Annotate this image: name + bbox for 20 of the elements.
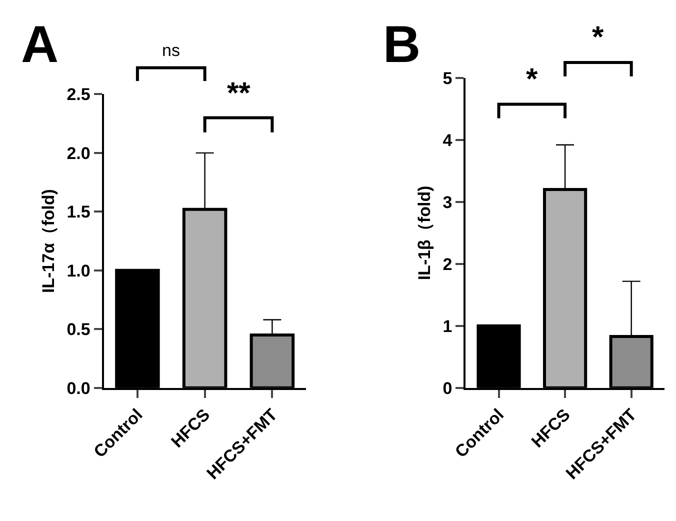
- annotation: *: [526, 63, 538, 96]
- text: ns: [162, 41, 180, 60]
- chart-title: B: [383, 16, 421, 74]
- y-tick-label: 0: [442, 378, 452, 398]
- y-axis-title: IL-17α（fold): [38, 189, 58, 294]
- y-tick-label: 1.5: [66, 202, 90, 222]
- y-tick-label: 2: [442, 254, 452, 274]
- y-tick-label: 2.5: [66, 85, 90, 104]
- y-tick-label: 0.5: [66, 320, 90, 340]
- y-tick-label: 1.0: [66, 261, 90, 280]
- y-axis-title: IL-1β（fold): [414, 186, 434, 280]
- y-tick-label: 0.0: [66, 378, 90, 398]
- y-tick-label: 2.0: [66, 144, 90, 163]
- y-tick-label: 1: [442, 316, 452, 336]
- y-tick-label: 5: [442, 68, 452, 88]
- text: *: [592, 21, 604, 54]
- annotation: **: [227, 77, 251, 110]
- y-tick-label: 4: [442, 130, 453, 150]
- chart-title: A: [21, 16, 59, 74]
- y-tick-label: 3: [442, 192, 452, 212]
